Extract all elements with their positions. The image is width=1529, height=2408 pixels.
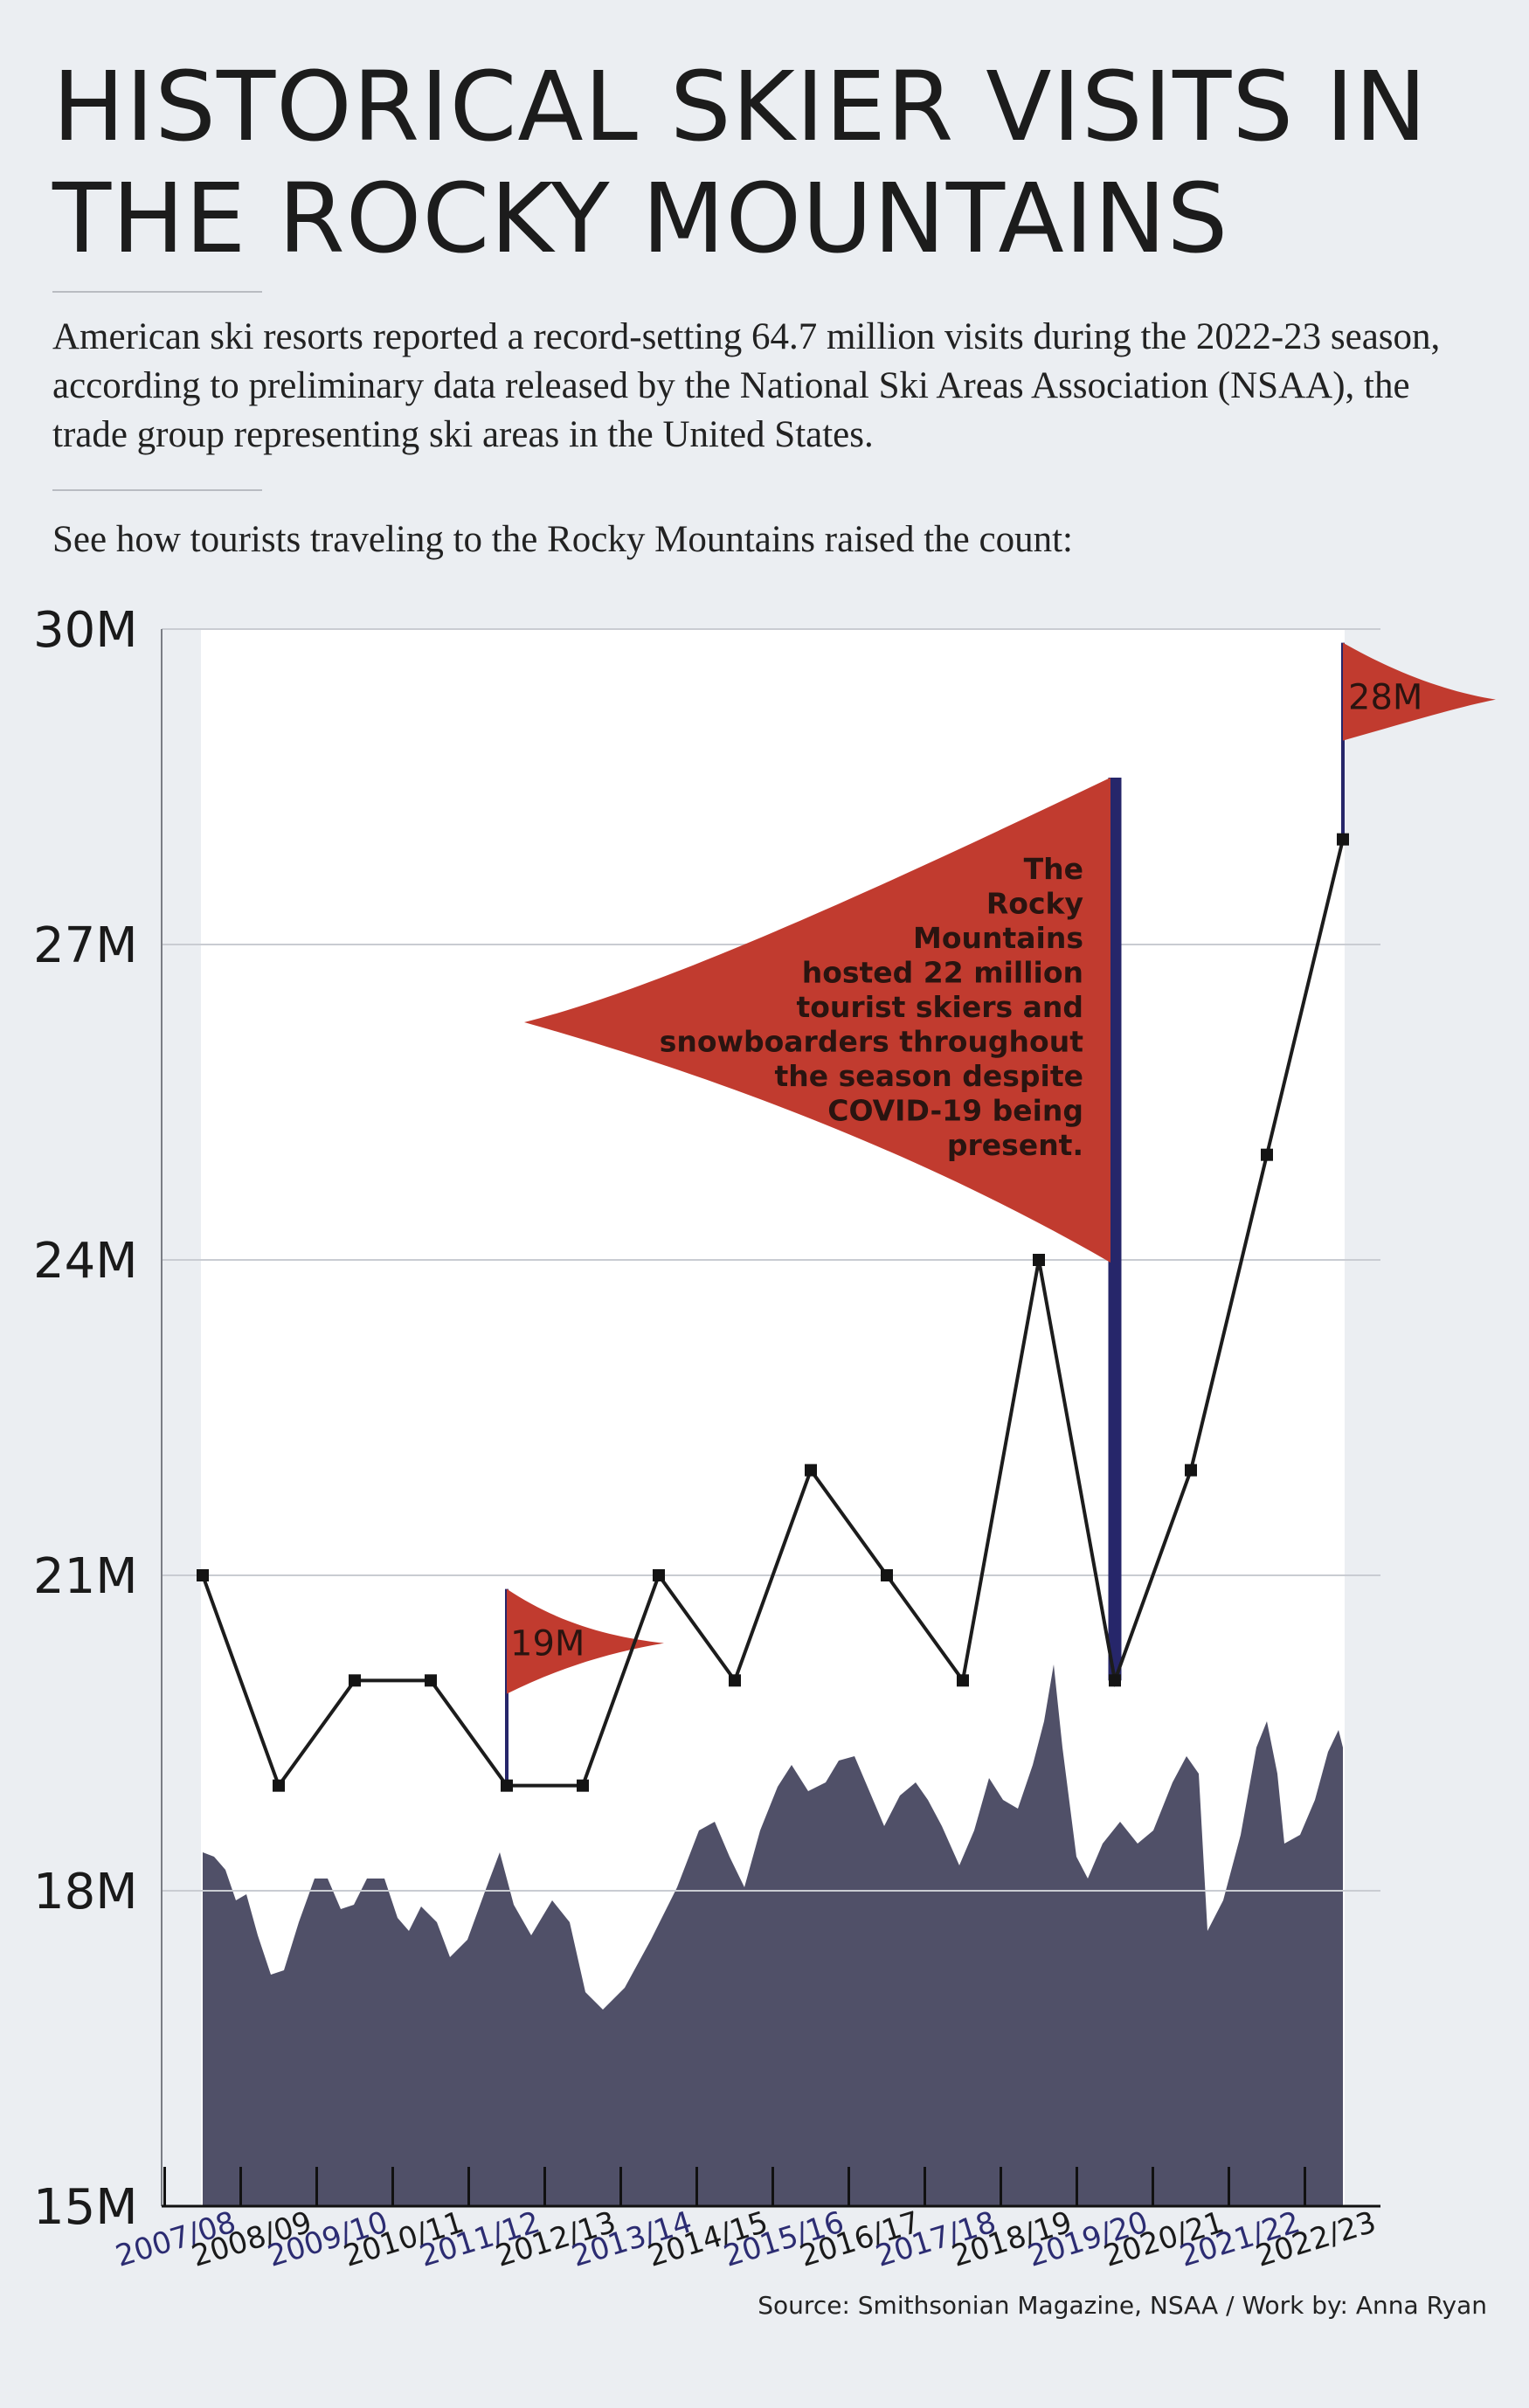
y-tick-label: 15M (33, 2179, 138, 2236)
title-line-1: HISTORICAL SKIER VISITS IN (52, 51, 1428, 163)
data-point (805, 1463, 817, 1477)
flag-label-19m: 19M (510, 1624, 585, 1664)
data-point (577, 1779, 589, 1792)
data-point (197, 1569, 209, 1581)
flag-note-line: tourist skiers and (796, 990, 1083, 1024)
data-point (1337, 833, 1349, 846)
flag-note-line: snowboarders throughout (660, 1025, 1084, 1059)
page-title: HISTORICAL SKIER VISITS IN THE ROCKY MOU… (52, 51, 1450, 274)
title-divider (52, 291, 262, 293)
data-point (273, 1779, 285, 1792)
y-tick-label: 21M (33, 1548, 138, 1605)
data-point (729, 1674, 741, 1687)
intro-paragraph: American ski resorts reported a record-s… (52, 316, 1441, 455)
flag-note-line: hosted 22 million (802, 956, 1083, 990)
x-axis-ticks: 2007/082008/092009/102010/112011/122012/… (112, 2167, 1380, 2274)
flag-label-28m: 28M (1348, 678, 1422, 718)
data-point (1033, 1254, 1045, 1266)
flag-19m (507, 1588, 664, 1694)
y-tick-label: 18M (33, 1864, 138, 1920)
axes (161, 629, 1380, 2208)
flag-note-line: Rocky (986, 887, 1083, 921)
data-point (957, 1674, 969, 1687)
flag-note-line: present. (947, 1128, 1083, 1162)
data-point (1109, 1674, 1121, 1687)
y-tick-label: 27M (33, 917, 138, 974)
y-axis-ticks: 30M 27M 24M 21M 18M 15M (33, 602, 138, 2236)
source-credit: Source: Smithsonian Magazine, NSAA / Wor… (758, 2291, 1487, 2320)
data-point (501, 1779, 513, 1792)
annotation-flags: 19M The Rocky Mountains hosted 22 million tou… (505, 642, 1496, 1786)
data-point (1185, 1463, 1197, 1477)
data-point (1261, 1148, 1273, 1161)
data-point (881, 1569, 893, 1581)
flag-note-line: the season despite (775, 1059, 1083, 1093)
data-point (425, 1674, 437, 1687)
flag-note-line: Mountains (913, 921, 1083, 955)
flag-note-line: COVID-19 being (827, 1094, 1083, 1128)
series-line (201, 839, 1345, 1789)
lead-sentence: See how tourists traveling to the Rocky … (52, 519, 1073, 560)
data-markers (197, 833, 1349, 1792)
intro-divider (52, 489, 262, 491)
data-point (349, 1674, 361, 1687)
data-point (653, 1569, 665, 1581)
flag-28m (1343, 642, 1496, 741)
flag-covid-note (524, 778, 1110, 1263)
mountain-silhouette (203, 1664, 1343, 2206)
title-line-2: THE ROCKY MOUNTAINS (52, 163, 1229, 274)
y-tick-label: 24M (33, 1233, 138, 1290)
flag-note-text: The Rocky Mountains hosted 22 million touris… (660, 852, 1084, 1162)
flag-note-line: The (1024, 852, 1083, 886)
y-tick-label: 30M (33, 602, 138, 659)
